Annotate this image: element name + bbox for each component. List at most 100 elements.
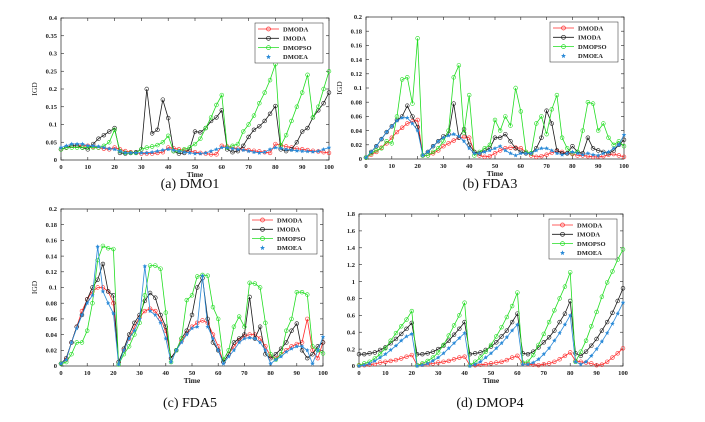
data-point: [528, 150, 534, 156]
legend-label: DMOEA: [277, 245, 302, 252]
y-tick-label: 0.02: [351, 142, 362, 149]
data-point: [112, 146, 117, 152]
data-point: [367, 351, 372, 356]
data-point: [203, 125, 208, 131]
data-point: [405, 75, 410, 80]
data-point: [483, 362, 488, 367]
data-point: [456, 63, 462, 68]
data-point: [488, 342, 494, 348]
data-point: [585, 150, 591, 156]
data-point: [552, 359, 557, 364]
data-point: [446, 333, 451, 338]
data-point: [305, 355, 310, 361]
data-point: [536, 362, 541, 368]
data-point: [509, 319, 515, 325]
data-point: [116, 362, 121, 367]
data-point: [310, 352, 315, 357]
data-point: [462, 330, 467, 336]
data-point: [372, 358, 378, 363]
data-point: [504, 314, 510, 320]
data-point: [189, 312, 195, 318]
data-point: [497, 143, 503, 149]
data-point: [153, 295, 158, 300]
data-point: [242, 324, 247, 329]
data-point: [305, 292, 310, 297]
data-point: [189, 293, 195, 298]
data-point: [567, 350, 573, 355]
data-point: [251, 113, 257, 118]
data-point: [567, 312, 573, 318]
y-axis-label: IGD: [30, 82, 39, 96]
data-point: [604, 330, 610, 336]
x-tick-label: 50: [189, 370, 196, 377]
data-point: [398, 338, 404, 343]
data-point: [504, 334, 510, 340]
data-point: [509, 303, 515, 309]
x-tick-label: 20: [110, 370, 117, 377]
data-point: [262, 118, 267, 124]
y-tick-label: 0.06: [351, 114, 363, 121]
x-tick-label: 90: [593, 370, 600, 377]
data-point: [616, 153, 622, 158]
data-point: [410, 101, 415, 106]
data-point: [562, 311, 568, 316]
data-point: [399, 356, 404, 361]
data-point: [305, 316, 310, 322]
data-point: [492, 117, 498, 123]
data-point: [441, 350, 446, 356]
data-point: [399, 125, 405, 130]
data-point: [163, 324, 169, 329]
data-point: [388, 358, 393, 364]
data-point: [320, 351, 326, 356]
data-point: [539, 135, 544, 140]
data-point: [399, 115, 405, 120]
y-tick-label: 0.1: [354, 85, 362, 92]
data-point: [503, 114, 508, 119]
data-point: [74, 145, 80, 150]
x-tick-label: 70: [241, 370, 248, 377]
data-point: [595, 148, 601, 153]
series-line: [358, 249, 624, 366]
y-tick-label: 0.2: [49, 86, 57, 93]
data-point: [451, 138, 456, 143]
data-point: [494, 360, 499, 365]
data-point: [513, 85, 518, 91]
data-point: [158, 312, 163, 318]
data-point: [595, 153, 601, 158]
data-point: [230, 146, 235, 151]
caption-a: (a) DMO1: [160, 177, 220, 192]
data-point: [546, 345, 552, 351]
data-point: [377, 347, 383, 353]
data-point: [300, 90, 305, 95]
data-point: [100, 289, 106, 294]
data-point: [263, 347, 268, 353]
caption-b: (b) FDA3: [462, 177, 518, 192]
data-point: [599, 362, 605, 367]
x-tick-label: 30: [138, 164, 145, 171]
x-tick-label: 100: [324, 164, 334, 171]
data-point: [121, 347, 127, 353]
data-point: [557, 330, 562, 336]
data-point: [604, 319, 610, 325]
legend-label: DMOEA: [578, 53, 603, 60]
y-tick-label: 0.18: [351, 28, 363, 35]
data-point: [508, 145, 513, 150]
x-tick-label: 20: [414, 163, 421, 170]
data-point: [96, 144, 101, 149]
caption-c: (c) FDA5: [162, 396, 218, 411]
data-point: [578, 349, 583, 354]
y-tick-label: 0: [352, 363, 355, 370]
subplot-1: 0 10 20 30 40 50 60 70 80 90 100 0 0.02 0.04 0.06 0.08 0…: [335, 14, 629, 178]
data-point: [158, 266, 163, 271]
data-point: [430, 143, 436, 149]
data-point: [273, 357, 279, 362]
y-tick-label: 0.1: [49, 285, 57, 292]
data-point: [284, 340, 289, 345]
data-point: [446, 345, 452, 351]
data-point: [247, 335, 252, 340]
data-point: [441, 135, 446, 140]
data-point: [389, 141, 394, 146]
subplot-2: 0 10 20 30 40 50 60 70 80 90 100 0 0.02 0.04 0.06 0.08 0…: [30, 206, 328, 385]
data-point: [139, 150, 144, 155]
y-tick-label: 0.15: [46, 104, 58, 111]
